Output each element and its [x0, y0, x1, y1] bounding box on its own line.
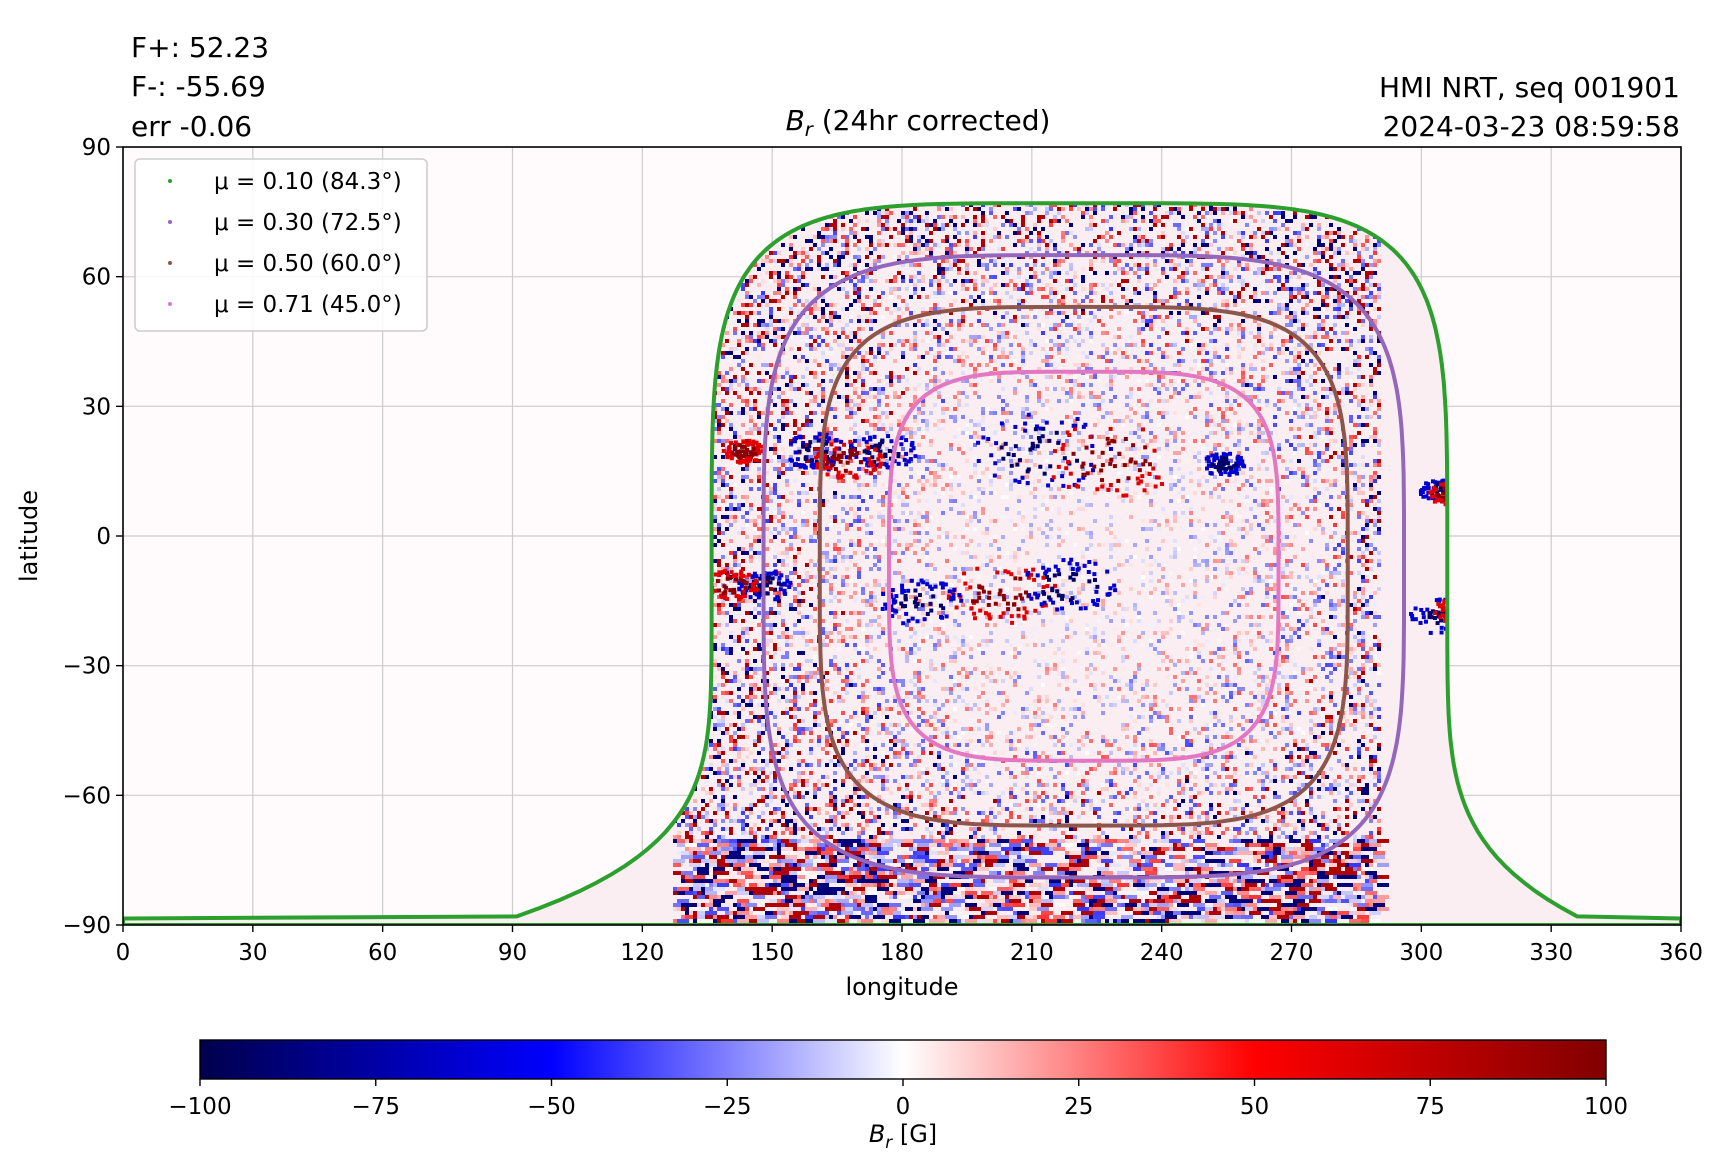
x-tick-label: 300 — [1399, 940, 1443, 966]
x-tick-label: 210 — [1010, 940, 1054, 966]
flux-error-label: err -0.06 — [131, 110, 252, 143]
legend-marker — [168, 302, 172, 306]
x-axis-ticks: 0 30 60 90 120 150 180 210 240 270 300 330 360 — [116, 925, 1703, 966]
magnetogram-disk — [123, 203, 1681, 925]
legend-marker — [168, 179, 172, 183]
x-tick-label: 150 — [750, 940, 794, 966]
colorbar-tick-label: −25 — [703, 1094, 752, 1120]
mu-contours — [123, 201, 1681, 925]
x-axis-label: longitude — [845, 973, 958, 1001]
legend-label: μ = 0.50 (60.0°) — [214, 251, 402, 277]
colorbar-ticks: −100 −75 −50 −25 0 25 50 75 100 — [168, 1079, 1628, 1120]
colorbar: −100 −75 −50 −25 0 25 50 75 100 Br [G] — [168, 1039, 1628, 1152]
y-axis-label: latitude — [15, 490, 43, 582]
x-tick-label: 330 — [1529, 940, 1573, 966]
flux-positive-label: F+: 52.23 — [131, 31, 269, 64]
x-tick-label: 240 — [1140, 940, 1184, 966]
active-region-positive — [1051, 426, 1165, 498]
y-axis-ticks: −90 −60 −30 0 30 60 90 — [62, 135, 123, 939]
colorbar-gradient — [199, 1039, 1607, 1080]
legend-label: μ = 0.71 (45.0°) — [214, 292, 402, 318]
magnetogram-noise — [123, 203, 1681, 925]
colorbar-tick-label: −50 — [527, 1094, 576, 1120]
x-tick-label: 0 — [116, 940, 131, 966]
y-tick-label: 30 — [82, 394, 111, 420]
colorbar-tick-label: 0 — [896, 1094, 911, 1120]
legend-marker — [168, 220, 172, 224]
legend-marker — [168, 261, 172, 265]
active-region-negative — [848, 434, 918, 470]
y-tick-label: −90 — [62, 913, 111, 939]
contour-line — [761, 253, 1406, 880]
x-tick-label: 120 — [620, 940, 664, 966]
legend: μ = 0.10 (84.3°) μ = 0.30 (72.5°) μ = 0.50… — [134, 158, 428, 332]
active-region-positive — [946, 566, 1058, 625]
y-tick-label: −30 — [62, 654, 111, 680]
contour-line — [887, 369, 1281, 763]
colorbar-tick-label: 100 — [1584, 1094, 1628, 1120]
active-region-positive — [721, 438, 767, 465]
y-tick-label: 90 — [82, 135, 111, 161]
source-label: HMI NRT, seq 001901 — [1379, 71, 1680, 104]
x-tick-label: 90 — [498, 940, 527, 966]
y-tick-label: −60 — [62, 783, 111, 809]
x-tick-label: 180 — [880, 940, 924, 966]
colorbar-tick-label: 75 — [1416, 1094, 1445, 1120]
legend-label: μ = 0.10 (84.3°) — [214, 169, 402, 195]
colorbar-label: Br [G] — [869, 1120, 937, 1152]
active-region-positive — [814, 439, 884, 480]
colorbar-tick-label: −100 — [168, 1094, 231, 1120]
contour-line — [817, 304, 1350, 828]
active-region-negative — [1025, 557, 1118, 612]
x-tick-label: 60 — [368, 940, 397, 966]
x-tick-label: 360 — [1659, 940, 1703, 966]
legend-label: μ = 0.30 (72.5°) — [214, 210, 402, 236]
y-tick-label: 0 — [96, 524, 111, 550]
flux-negative-label: F-: -55.69 — [131, 70, 266, 103]
active-region-negative — [880, 578, 964, 626]
y-tick-label: 60 — [82, 265, 111, 291]
legend-box — [134, 158, 428, 332]
plot-area — [123, 147, 1681, 925]
active-region-negative — [1204, 451, 1247, 477]
x-tick-label: 270 — [1270, 940, 1314, 966]
colorbar-tick-label: 25 — [1064, 1094, 1093, 1120]
x-tick-label: 30 — [238, 940, 267, 966]
chart-title: Br (24hr corrected) — [786, 104, 1051, 141]
contour-line — [123, 201, 1681, 925]
timestamp-label: 2024-03-23 08:59:58 — [1383, 110, 1680, 143]
colorbar-tick-label: −75 — [351, 1094, 400, 1120]
colorbar-tick-label: 50 — [1240, 1094, 1269, 1120]
